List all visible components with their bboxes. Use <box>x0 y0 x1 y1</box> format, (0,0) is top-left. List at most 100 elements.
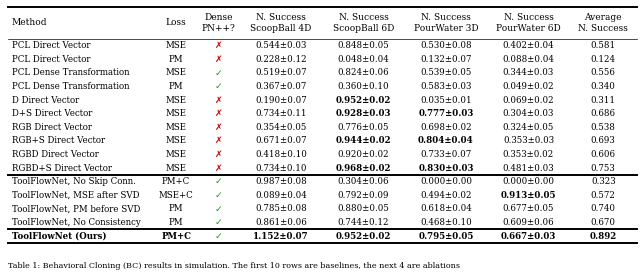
Text: MSE: MSE <box>166 163 187 173</box>
Text: Table 1: Behavioral Cloning (BC) results in simulation. The first 10 rows are ba: Table 1: Behavioral Cloning (BC) results… <box>8 262 460 270</box>
Text: ✗: ✗ <box>215 150 223 159</box>
Text: Average
N. Success: Average N. Success <box>579 13 628 33</box>
Text: 0.753: 0.753 <box>591 163 616 173</box>
Text: 0.618±0.04: 0.618±0.04 <box>420 204 472 214</box>
Text: ✓: ✓ <box>215 68 223 78</box>
Text: MSE: MSE <box>166 41 187 50</box>
Text: 0.048±0.04: 0.048±0.04 <box>338 55 389 64</box>
Text: RGB+S Direct Vector: RGB+S Direct Vector <box>12 136 105 146</box>
Text: PM: PM <box>169 55 184 64</box>
Text: 0.734±0.10: 0.734±0.10 <box>255 163 307 173</box>
Text: 0.538: 0.538 <box>591 123 616 132</box>
Text: 0.804±0.04: 0.804±0.04 <box>418 136 474 146</box>
Text: D+S Direct Vector: D+S Direct Vector <box>12 109 92 118</box>
Text: 0.740: 0.740 <box>591 204 616 214</box>
Text: 0.609±0.06: 0.609±0.06 <box>502 218 554 227</box>
Text: ✓: ✓ <box>215 231 223 241</box>
Text: 0.824±0.06: 0.824±0.06 <box>338 68 389 78</box>
Text: 0.324±0.05: 0.324±0.05 <box>503 123 554 132</box>
Text: ✓: ✓ <box>215 204 223 214</box>
Text: Dense
PN++?: Dense PN++? <box>202 13 236 33</box>
Text: 0.519±0.07: 0.519±0.07 <box>255 68 307 78</box>
Text: 0.088±0.04: 0.088±0.04 <box>502 55 554 64</box>
Text: 0.572: 0.572 <box>591 191 616 200</box>
Text: 0.340: 0.340 <box>591 82 616 91</box>
Text: 0.089±0.04: 0.089±0.04 <box>255 191 307 200</box>
Text: PM+C: PM+C <box>161 231 191 241</box>
Text: 0.677±0.05: 0.677±0.05 <box>502 204 554 214</box>
Text: ToolFlowNet, No Consistency: ToolFlowNet, No Consistency <box>12 218 140 227</box>
Text: PCL Direct Vector: PCL Direct Vector <box>12 55 90 64</box>
Text: PM: PM <box>169 82 184 91</box>
Text: MSE: MSE <box>166 95 187 105</box>
Text: Loss: Loss <box>166 18 186 27</box>
Text: ✗: ✗ <box>215 109 223 118</box>
Text: 0.928±0.03: 0.928±0.03 <box>336 109 391 118</box>
Text: 0.920±0.02: 0.920±0.02 <box>338 150 389 159</box>
Text: ToolFlowNet, PM before SVD: ToolFlowNet, PM before SVD <box>12 204 140 214</box>
Text: 0.795±0.05: 0.795±0.05 <box>419 231 474 241</box>
Text: ✓: ✓ <box>215 218 223 227</box>
Text: 0.360±0.10: 0.360±0.10 <box>338 82 389 91</box>
Text: 0.880±0.05: 0.880±0.05 <box>337 204 389 214</box>
Text: 0.776±0.05: 0.776±0.05 <box>338 123 389 132</box>
Text: 0.667±0.03: 0.667±0.03 <box>500 231 556 241</box>
Text: 0.987±0.08: 0.987±0.08 <box>255 177 307 186</box>
Text: 0.539±0.05: 0.539±0.05 <box>420 68 472 78</box>
Text: MSE: MSE <box>166 109 187 118</box>
Text: 0.402±0.04: 0.402±0.04 <box>502 41 554 50</box>
Text: 0.000±0.00: 0.000±0.00 <box>420 177 472 186</box>
Text: PCL Dense Transformation: PCL Dense Transformation <box>12 68 129 78</box>
Text: D Direct Vector: D Direct Vector <box>12 95 79 105</box>
Text: MSE: MSE <box>166 68 187 78</box>
Text: RGBD Direct Vector: RGBD Direct Vector <box>12 150 99 159</box>
Text: 0.583±0.03: 0.583±0.03 <box>420 82 472 91</box>
Text: 0.468±0.10: 0.468±0.10 <box>420 218 472 227</box>
Text: 0.670: 0.670 <box>591 218 616 227</box>
Text: ToolFlowNet, MSE after SVD: ToolFlowNet, MSE after SVD <box>12 191 139 200</box>
Text: ✗: ✗ <box>215 163 223 173</box>
Text: 0.830±0.03: 0.830±0.03 <box>418 163 474 173</box>
Text: 0.913±0.05: 0.913±0.05 <box>500 191 556 200</box>
Text: 0.848±0.05: 0.848±0.05 <box>338 41 389 50</box>
Text: 0.777±0.03: 0.777±0.03 <box>419 109 474 118</box>
Text: 0.353±0.03: 0.353±0.03 <box>503 136 554 146</box>
Text: 0.606: 0.606 <box>591 150 616 159</box>
Text: 0.035±0.01: 0.035±0.01 <box>420 95 472 105</box>
Text: Method: Method <box>12 18 47 27</box>
Text: 0.494±0.02: 0.494±0.02 <box>420 191 472 200</box>
Text: ✗: ✗ <box>215 95 223 105</box>
Text: 0.698±0.02: 0.698±0.02 <box>420 123 472 132</box>
Text: RGBD+S Direct Vector: RGBD+S Direct Vector <box>12 163 111 173</box>
Text: 0.892: 0.892 <box>589 231 617 241</box>
Text: 0.556: 0.556 <box>591 68 616 78</box>
Text: ✗: ✗ <box>215 41 223 50</box>
Text: 0.944±0.02: 0.944±0.02 <box>335 136 391 146</box>
Text: 0.530±0.08: 0.530±0.08 <box>420 41 472 50</box>
Text: MSE: MSE <box>166 123 187 132</box>
Text: N. Success
PourWater 3D: N. Success PourWater 3D <box>413 13 478 33</box>
Text: PCL Direct Vector: PCL Direct Vector <box>12 41 90 50</box>
Text: 0.304±0.03: 0.304±0.03 <box>503 109 554 118</box>
Text: PM: PM <box>169 218 184 227</box>
Text: 0.323: 0.323 <box>591 177 616 186</box>
Text: ToolFlowNet (Ours): ToolFlowNet (Ours) <box>12 231 106 241</box>
Text: 0.069±0.02: 0.069±0.02 <box>502 95 554 105</box>
Text: 0.304±0.06: 0.304±0.06 <box>338 177 389 186</box>
Text: MSE: MSE <box>166 150 187 159</box>
Text: 0.792±0.09: 0.792±0.09 <box>338 191 389 200</box>
Text: PCL Dense Transformation: PCL Dense Transformation <box>12 82 129 91</box>
Text: MSE: MSE <box>166 136 187 146</box>
Text: 0.228±0.12: 0.228±0.12 <box>255 55 307 64</box>
Text: 0.544±0.03: 0.544±0.03 <box>255 41 307 50</box>
Text: N. Success
ScoopBall 4D: N. Success ScoopBall 4D <box>250 13 312 33</box>
Text: PM: PM <box>169 204 184 214</box>
Text: 0.311: 0.311 <box>591 95 616 105</box>
Text: 0.124: 0.124 <box>591 55 616 64</box>
Text: 0.744±0.12: 0.744±0.12 <box>338 218 389 227</box>
Text: N. Success
ScoopBall 6D: N. Success ScoopBall 6D <box>333 13 394 33</box>
Text: 0.354±0.05: 0.354±0.05 <box>255 123 307 132</box>
Text: 0.952±0.02: 0.952±0.02 <box>336 231 391 241</box>
Text: MSE+C: MSE+C <box>159 191 193 200</box>
Text: 0.000±0.00: 0.000±0.00 <box>502 177 554 186</box>
